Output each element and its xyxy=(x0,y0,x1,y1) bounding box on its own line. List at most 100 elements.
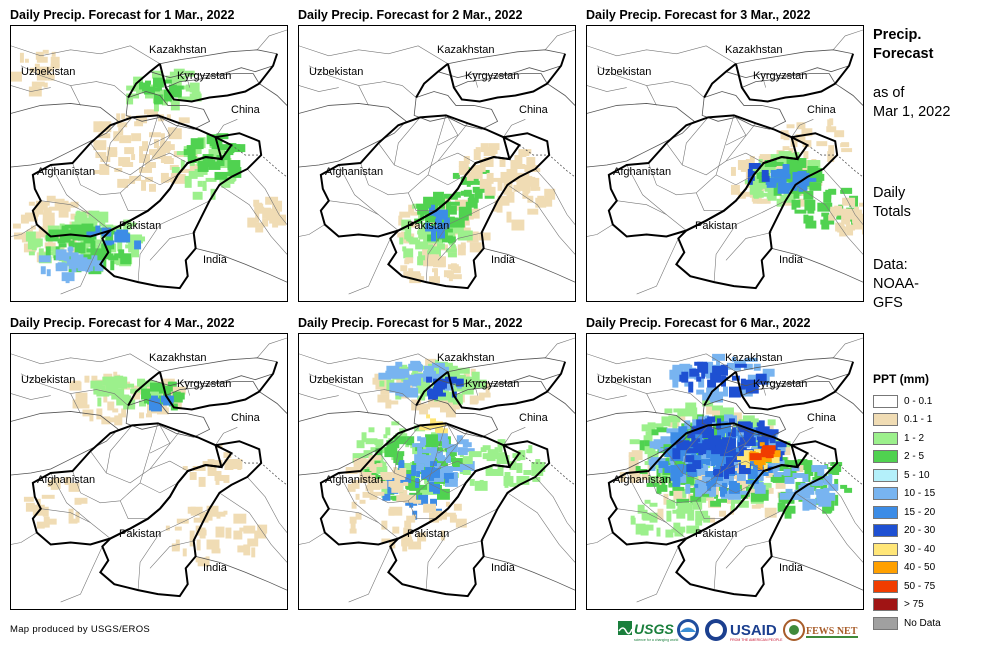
asof-line: as of xyxy=(873,85,905,101)
legend-label: 5 - 10 xyxy=(904,469,930,481)
country-borders xyxy=(31,361,279,598)
map-label-kyrgyzstan: Kyrgyzstan xyxy=(177,378,232,390)
legend-swatch xyxy=(873,505,898,519)
legend-item: 50 - 75 xyxy=(873,577,941,596)
legend-swatch xyxy=(873,468,898,482)
panel-title: Daily Precip. Forecast for 6 Mar., 2022 xyxy=(586,316,811,330)
country-borders xyxy=(319,361,567,598)
precip-map: Kazakhstan Uzbekistan Kyrgyzstan China Afgha… xyxy=(10,25,288,302)
legend-swatch xyxy=(873,598,898,612)
legend-swatch xyxy=(873,394,898,408)
legend-item: 0 - 0.1 xyxy=(873,392,941,411)
svg-text:science for a changing world: science for a changing world xyxy=(634,638,678,642)
map-label-india: India xyxy=(779,562,803,574)
map-label-pakistan: Pakistan xyxy=(695,220,738,232)
map-label-afghanistan: Afghanistan xyxy=(37,474,96,486)
legend-item: 5 - 10 xyxy=(873,466,941,485)
legend-item: 1 - 2 xyxy=(873,429,941,448)
legend-swatch xyxy=(873,542,898,556)
country-borders xyxy=(607,53,855,290)
side-data-source: Data: NOAA- GFS xyxy=(873,256,919,313)
map-label-kyrgyzstan: Kyrgyzstan xyxy=(753,70,808,82)
country-borders xyxy=(607,361,855,598)
country-borders xyxy=(31,53,279,290)
legend-swatch xyxy=(873,431,898,445)
legend-label: 0 - 0.1 xyxy=(904,395,933,407)
legend-label: 30 - 40 xyxy=(904,543,936,555)
map-label-uzbekistan: Uzbekistan xyxy=(597,66,652,78)
precip-map: Kazakhstan Uzbekistan Kyrgyzstan China Afgha… xyxy=(298,333,576,610)
panel-title: Daily Precip. Forecast for 1 Mar., 2022 xyxy=(10,8,235,22)
map-label-kazakhstan: Kazakhstan xyxy=(149,44,207,56)
legend-item: 30 - 40 xyxy=(873,540,941,559)
panel-title: Daily Precip. Forecast for 3 Mar., 2022 xyxy=(586,8,811,22)
legend-label: 40 - 50 xyxy=(904,562,936,574)
map-label-afghanistan: Afghanistan xyxy=(613,474,672,486)
legend-item: 20 - 30 xyxy=(873,522,941,541)
map-label-india: India xyxy=(779,254,803,266)
side-heading: Precip. Forecast xyxy=(873,26,933,64)
province-lines xyxy=(587,29,863,295)
noaa-logo xyxy=(677,619,699,641)
usaid-logo: USAID FROM THE AMERICAN PEOPLE xyxy=(730,622,783,642)
legend-swatch xyxy=(873,616,898,630)
map-label-uzbekistan: Uzbekistan xyxy=(597,374,652,386)
legend-item: 2 - 5 xyxy=(873,448,941,467)
map-label-uzbekistan: Uzbekistan xyxy=(21,66,76,78)
usaid-seal xyxy=(705,619,727,641)
map-label-uzbekistan: Uzbekistan xyxy=(309,374,364,386)
map-label-afghanistan: Afghanistan xyxy=(613,166,672,178)
heading-line: Forecast xyxy=(873,46,934,62)
partner-logos: USGS science for a changing world USAID … xyxy=(616,616,866,644)
panel-title: Daily Precip. Forecast for 4 Mar., 2022 xyxy=(10,316,235,330)
legend-title: PPT (mm) xyxy=(873,372,930,386)
legend-swatch xyxy=(873,450,898,464)
side-asof: as of Mar 1, 2022 xyxy=(873,84,950,122)
map-label-uzbekistan: Uzbekistan xyxy=(21,374,76,386)
precip-map: Kazakhstan Uzbekistan Kyrgyzstan China Afgha… xyxy=(586,333,864,610)
legend-swatch xyxy=(873,413,898,427)
map-label-india: India xyxy=(203,562,227,574)
legend-item: 0.1 - 1 xyxy=(873,411,941,430)
map-label-china: China xyxy=(231,104,260,116)
data-line: NOAA- xyxy=(873,276,919,292)
legend-label: 10 - 15 xyxy=(904,488,936,500)
legend-item: 15 - 20 xyxy=(873,503,941,522)
map-label-china: China xyxy=(807,104,836,116)
panel-title: Daily Precip. Forecast for 2 Mar., 2022 xyxy=(298,8,523,22)
svg-text:USAID: USAID xyxy=(730,622,777,639)
panel-title: Daily Precip. Forecast for 5 Mar., 2022 xyxy=(298,316,523,330)
legend-item: 40 - 50 xyxy=(873,559,941,578)
map-label-kazakhstan: Kazakhstan xyxy=(437,352,495,364)
province-lines xyxy=(299,337,575,603)
map-credit: Map produced by USGS/EROS xyxy=(10,624,151,635)
svg-text:USGS: USGS xyxy=(634,621,674,637)
map-label-kazakhstan: Kazakhstan xyxy=(725,44,783,56)
legend-label: 20 - 30 xyxy=(904,525,936,537)
map-label-kyrgyzstan: Kyrgyzstan xyxy=(753,378,808,390)
country-borders xyxy=(319,53,567,290)
daily-line: Totals xyxy=(873,204,911,220)
legend-swatch xyxy=(873,487,898,501)
ppt-legend: PPT (mm) 0 - 0.1 0.1 - 1 1 - 2 2 - 5 5 - 10 1… xyxy=(873,372,941,633)
map-label-china: China xyxy=(519,412,548,424)
province-lines xyxy=(299,29,575,295)
map-label-kyrgyzstan: Kyrgyzstan xyxy=(177,70,232,82)
legend-label: No Data xyxy=(904,617,941,629)
map-label-kyrgyzstan: Kyrgyzstan xyxy=(465,378,520,390)
map-label-pakistan: Pakistan xyxy=(119,220,162,232)
legend-label: 2 - 5 xyxy=(904,451,925,463)
map-label-china: China xyxy=(807,412,836,424)
precip-map: Kazakhstan Uzbekistan Kyrgyzstan China Afgha… xyxy=(10,333,288,610)
map-label-pakistan: Pakistan xyxy=(695,528,738,540)
svg-text:FROM THE AMERICAN PEOPLE: FROM THE AMERICAN PEOPLE xyxy=(730,638,783,642)
legend-item: > 75 xyxy=(873,596,941,615)
legend-label: > 75 xyxy=(904,599,924,611)
map-label-kazakhstan: Kazakhstan xyxy=(725,352,783,364)
province-lines xyxy=(11,337,287,603)
svg-text:FEWS NET: FEWS NET xyxy=(806,626,858,637)
map-label-pakistan: Pakistan xyxy=(119,528,162,540)
map-label-india: India xyxy=(203,254,227,266)
map-label-china: China xyxy=(519,104,548,116)
province-lines xyxy=(587,337,863,603)
